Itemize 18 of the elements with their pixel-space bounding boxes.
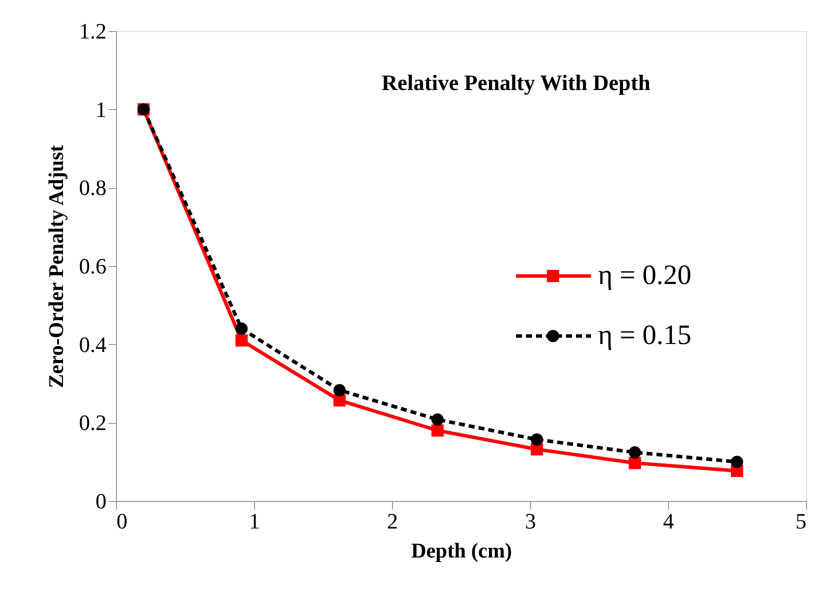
- x-tick-label: 0: [116, 508, 128, 534]
- x-tick-label: 2: [387, 508, 398, 534]
- y-tick-label: 0: [96, 488, 106, 514]
- legend-label: η = 0.20: [598, 260, 692, 291]
- x-tick-label: 1: [249, 508, 260, 534]
- x-tick-label: 3: [525, 508, 536, 534]
- x-tick-label: 5: [796, 508, 806, 534]
- y-tick-label: 0.2: [79, 410, 106, 436]
- x-axis-title: Depth (cm): [411, 538, 512, 562]
- y-tick-label: 0.8: [79, 175, 106, 200]
- y-tick-label: 0.4: [79, 332, 106, 357]
- legend-label: η = 0.15: [598, 320, 692, 351]
- y-tick-label: 1: [96, 96, 106, 122]
- x-tick-label: 4: [663, 508, 674, 534]
- y-tick-label: 0.6: [79, 254, 106, 278]
- y-axis-title: Zero-Order Penalty Adjust: [44, 144, 68, 388]
- text: Relative Penalty With Depth: [382, 70, 650, 95]
- y-tick-label: 1.2: [79, 18, 106, 44]
